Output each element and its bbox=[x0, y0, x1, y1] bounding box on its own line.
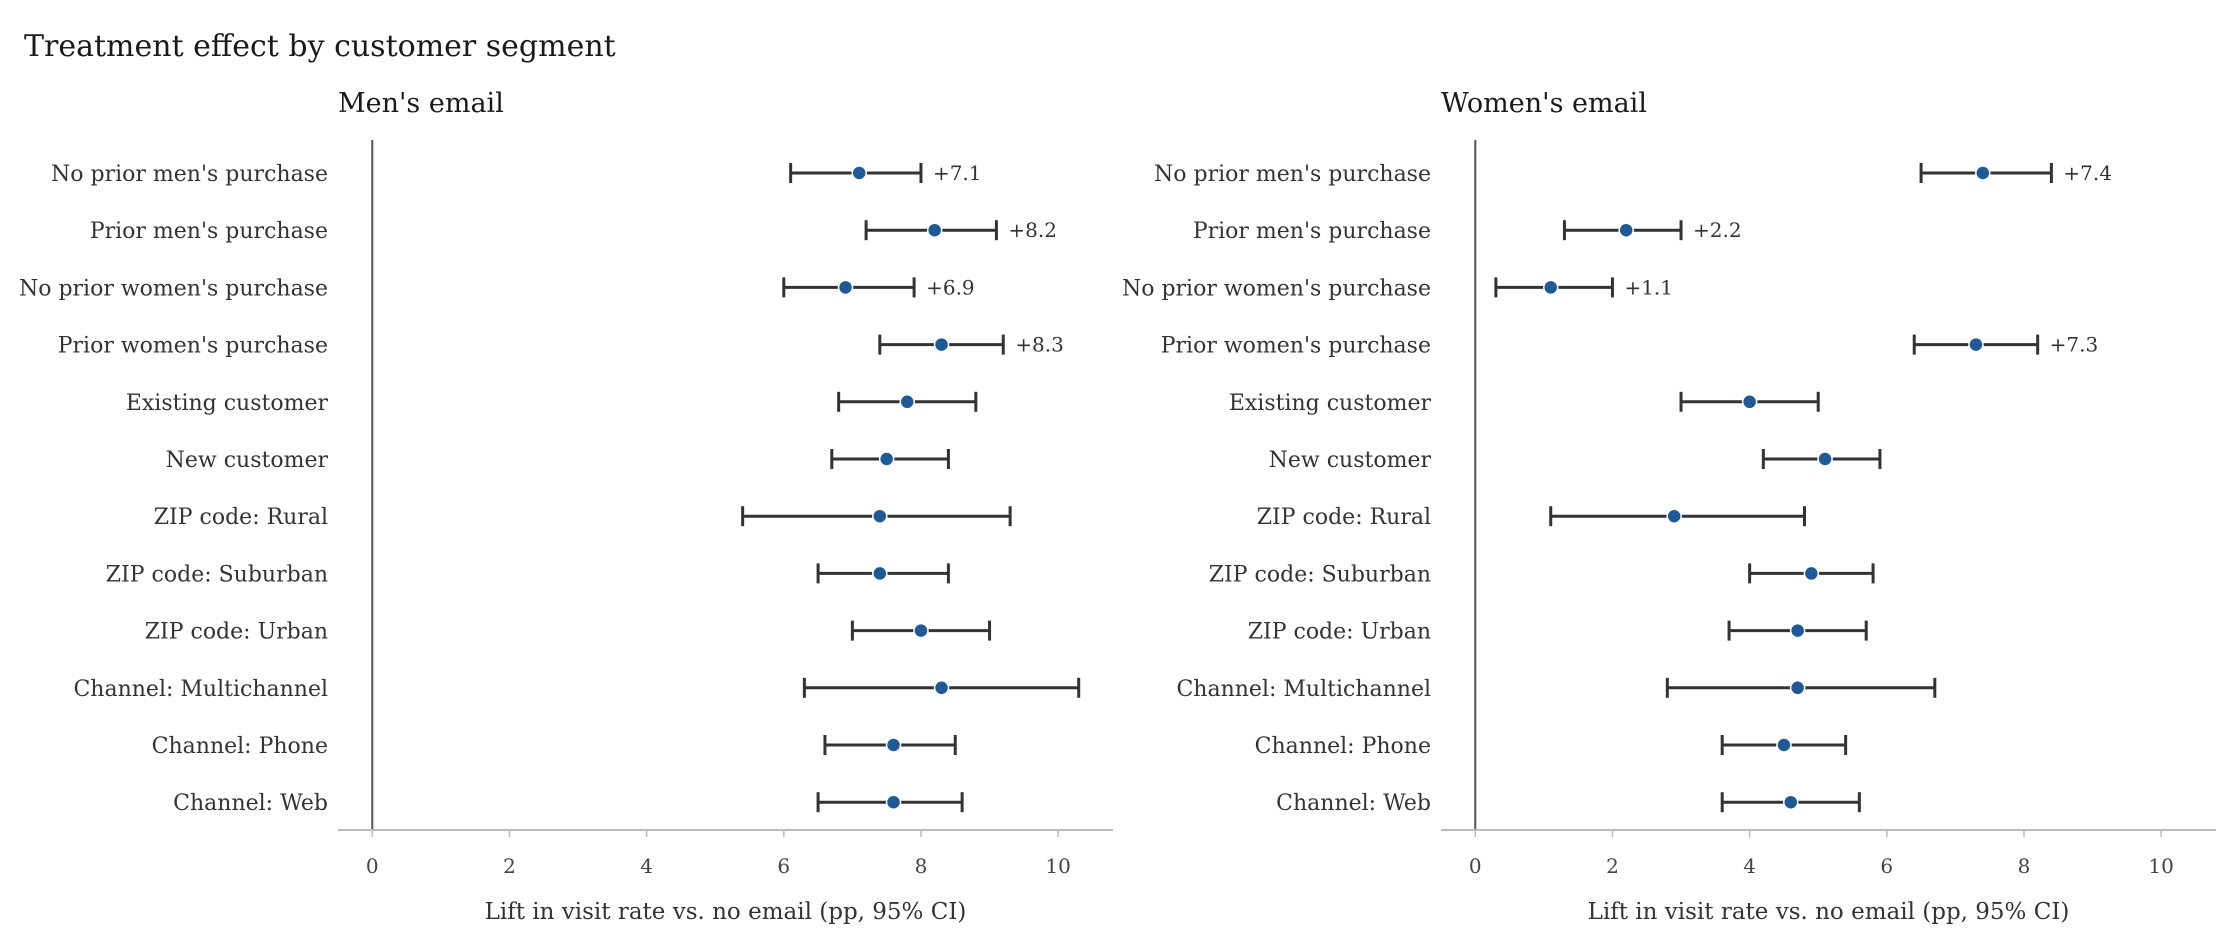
category-label: New customer bbox=[166, 448, 329, 473]
x-tick-label: 6 bbox=[777, 854, 790, 878]
estimate-label: +1.1 bbox=[1624, 275, 1673, 299]
category-label: ZIP code: Rural bbox=[154, 505, 328, 530]
panel-title: Women's email bbox=[1441, 88, 1647, 119]
category-label: ZIP code: Urban bbox=[145, 620, 328, 645]
category-label: Channel: Phone bbox=[1255, 734, 1431, 759]
x-tick-label: 2 bbox=[1606, 854, 1619, 878]
point-estimate bbox=[1789, 622, 1806, 639]
category-label: No prior men's purchase bbox=[51, 162, 328, 187]
category-label: Prior men's purchase bbox=[1193, 219, 1431, 244]
x-tick-label: 0 bbox=[366, 854, 379, 878]
category-label: ZIP code: Suburban bbox=[1209, 562, 1431, 587]
estimate-label: +7.1 bbox=[933, 161, 982, 185]
x-tick-label: 2 bbox=[503, 854, 516, 878]
point-estimate bbox=[851, 165, 867, 181]
category-label: Prior men's purchase bbox=[90, 219, 328, 244]
point-estimate bbox=[872, 508, 888, 524]
point-estimate bbox=[926, 222, 943, 238]
category-label: Prior women's purchase bbox=[1161, 334, 1431, 359]
estimate-label: +6.9 bbox=[926, 275, 975, 299]
category-label: ZIP code: Rural bbox=[1257, 505, 1431, 530]
point-estimate bbox=[878, 451, 895, 467]
x-tick-label: 8 bbox=[2018, 854, 2031, 878]
x-tick-label: 4 bbox=[1743, 854, 1756, 878]
figure-title: Treatment effect by customer segment bbox=[24, 29, 616, 64]
panel-title: Men's email bbox=[338, 88, 504, 119]
point-estimate bbox=[837, 279, 854, 296]
x-tick-label: 0 bbox=[1469, 854, 1482, 878]
category-label: Prior women's purchase bbox=[58, 334, 328, 359]
category-label: Existing customer bbox=[126, 391, 329, 416]
estimate-label: +7.4 bbox=[2063, 161, 2112, 185]
panel-mens-email: Men's email 0 2 4 6 8 10 Lift in visit rate vs.… bbox=[19, 88, 1113, 925]
category-label: Channel: Phone bbox=[152, 734, 328, 759]
estimate-label: +7.3 bbox=[2050, 333, 2099, 357]
category-label: ZIP code: Suburban bbox=[106, 562, 328, 587]
category-label: Channel: Multichannel bbox=[73, 677, 328, 702]
category-label: New customer bbox=[1269, 448, 1432, 473]
point-estimate bbox=[1666, 508, 1682, 524]
estimate-label: +8.2 bbox=[1008, 218, 1057, 242]
x-tick-label: 4 bbox=[640, 854, 653, 878]
x-tick-label: 10 bbox=[2148, 854, 2173, 878]
category-label: Channel: Web bbox=[1276, 791, 1431, 816]
x-axis-label: Lift in visit rate vs. no email (pp, 95%… bbox=[485, 899, 967, 925]
point-estimate bbox=[1618, 222, 1634, 238]
category-label: No prior women's purchase bbox=[19, 276, 328, 301]
point-estimate bbox=[1542, 279, 1559, 296]
point-estimate bbox=[1968, 336, 1984, 353]
point-estimate bbox=[1741, 394, 1758, 410]
estimate-label: +8.3 bbox=[1015, 333, 1064, 357]
point-estimate bbox=[885, 794, 902, 810]
category-label: No prior men's purchase bbox=[1154, 162, 1431, 187]
category-label: Channel: Multichannel bbox=[1176, 677, 1431, 702]
panel-womens-email: Women's email 0 2 4 6 8 10 Lift in visit rate v… bbox=[1122, 88, 2216, 925]
point-estimate bbox=[1783, 794, 1799, 810]
point-estimate bbox=[1776, 737, 1792, 753]
point-estimate bbox=[885, 737, 902, 753]
x-tick-label: 10 bbox=[1045, 854, 1070, 878]
point-estimate bbox=[1803, 565, 1820, 582]
category-label: Channel: Web bbox=[173, 791, 328, 816]
category-label: ZIP code: Urban bbox=[1248, 620, 1431, 645]
point-estimate bbox=[933, 336, 950, 353]
point-estimate bbox=[1817, 451, 1833, 467]
point-estimate bbox=[872, 565, 888, 582]
point-estimate bbox=[933, 680, 950, 696]
category-label: No prior women's purchase bbox=[1122, 276, 1431, 301]
point-estimate bbox=[913, 622, 929, 639]
x-tick-label: 6 bbox=[1880, 854, 1893, 878]
point-estimate bbox=[1975, 165, 1991, 181]
point-estimate bbox=[1789, 680, 1806, 696]
estimate-label: +2.2 bbox=[1693, 218, 1742, 242]
point-estimate bbox=[899, 394, 915, 410]
category-label: Existing customer bbox=[1229, 391, 1432, 416]
x-axis-label: Lift in visit rate vs. no email (pp, 95%… bbox=[1588, 899, 2070, 925]
x-tick-label: 8 bbox=[915, 854, 928, 878]
